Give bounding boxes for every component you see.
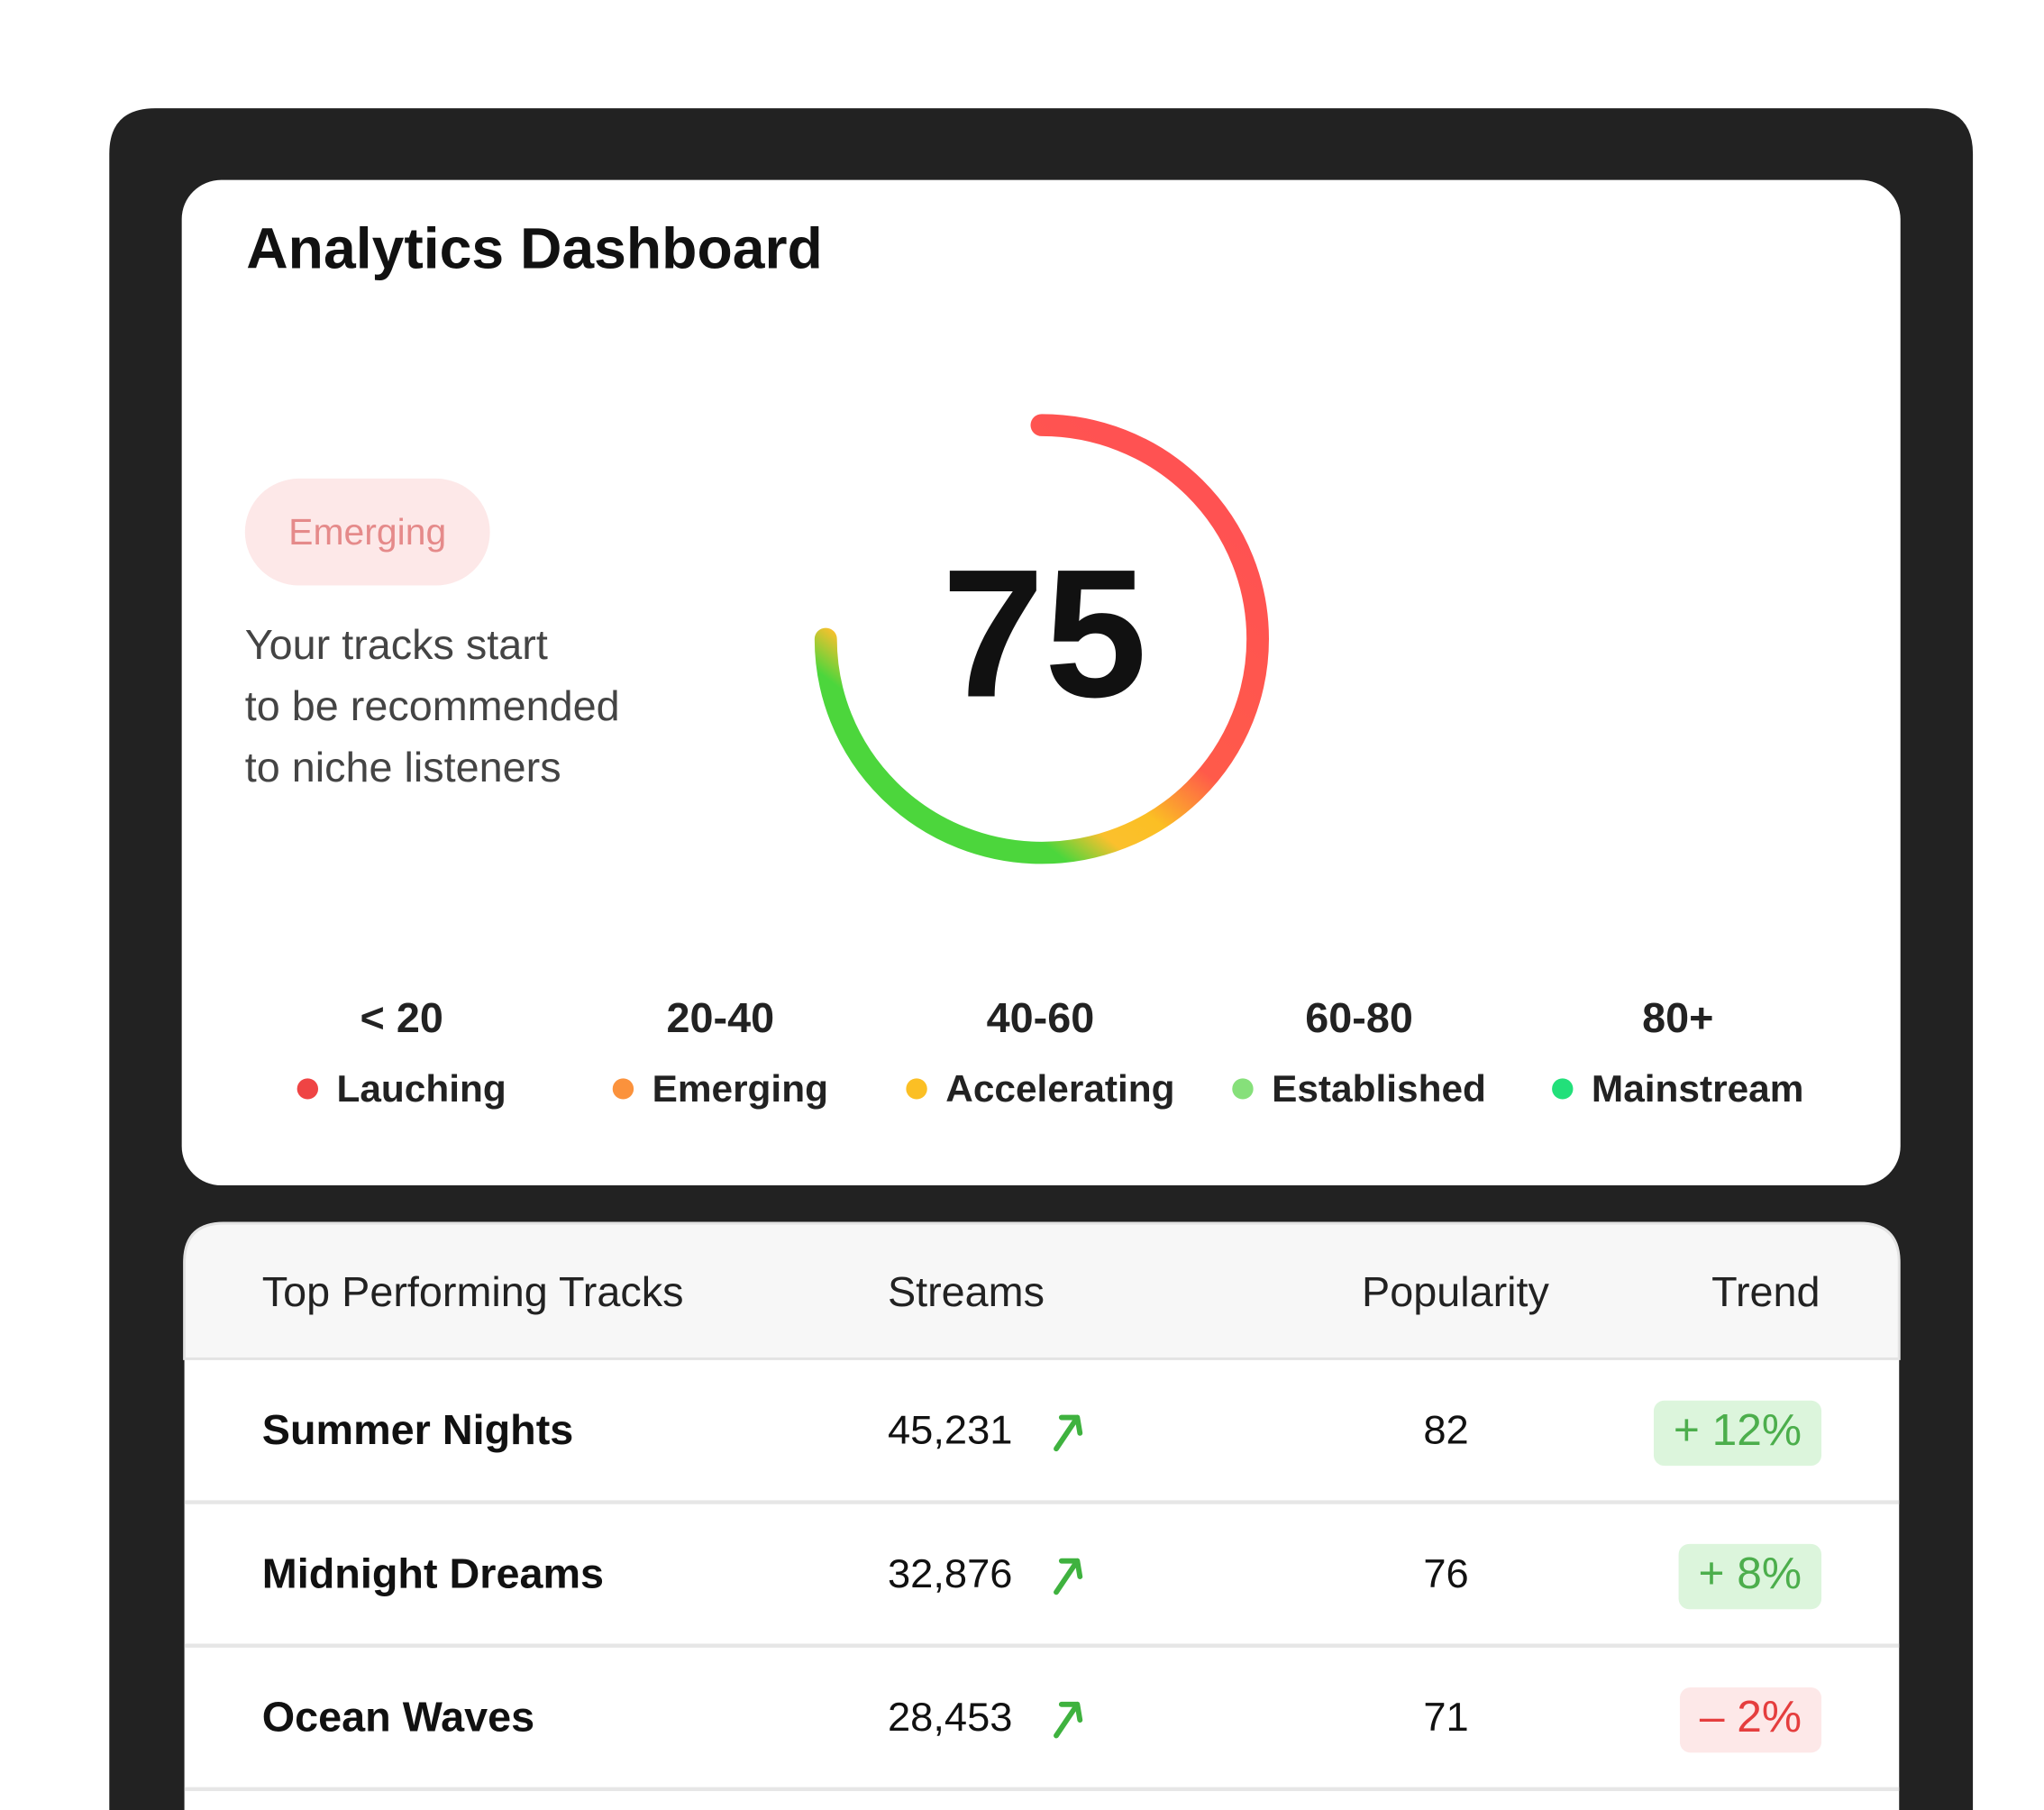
popularity: 76 <box>1423 1550 1468 1596</box>
legend-label: Accelerating <box>945 1067 1174 1110</box>
legend-dot <box>612 1078 634 1100</box>
legend-label: Emerging <box>652 1067 828 1110</box>
trend-pill <box>1678 1543 1822 1610</box>
legend-dot <box>906 1078 927 1100</box>
score-card <box>181 179 1901 1186</box>
status-description: to niche listeners <box>245 744 561 791</box>
legend-label: Lauching <box>336 1067 506 1110</box>
up-arrow <box>1054 1558 1083 1595</box>
legend-dot <box>1552 1078 1574 1100</box>
trend-pill <box>1679 1687 1822 1753</box>
gauge-value: 75 <box>942 532 1147 736</box>
streams: 45,231 <box>888 1407 1013 1453</box>
streams: 28,453 <box>888 1694 1013 1740</box>
legend: < 20 Lauching 20-40 Emerging 40-60 Accelerati… <box>297 994 1803 1110</box>
up-arrow <box>1054 1701 1083 1739</box>
trend: – 2% <box>1700 1692 1802 1741</box>
legend-label: Mainstream <box>1592 1067 1803 1110</box>
trend: + 12% <box>1674 1405 1802 1455</box>
legend-range: 20-40 <box>667 994 775 1041</box>
popularity: 82 <box>1423 1407 1468 1453</box>
status-description: to be recommended <box>245 682 620 729</box>
legend-range: 60-80 <box>1305 994 1413 1041</box>
track-name: Midnight Dreams <box>262 1549 604 1596</box>
status-badge <box>244 478 490 586</box>
table-header <box>183 1221 1901 1360</box>
table-header-cell: Trend <box>1711 1268 1820 1315</box>
streams: 32,876 <box>888 1550 1013 1596</box>
table: Top Performing Tracks Streams Popularity Tr… <box>184 1268 1900 1792</box>
legend-range: 40-60 <box>987 994 1095 1041</box>
track-name: Summer Nights <box>262 1406 573 1453</box>
legend-dot <box>1232 1078 1254 1100</box>
status-badge-label: Emerging <box>288 511 446 553</box>
table-card <box>184 1222 1900 1810</box>
legend-range: < 20 <box>360 994 443 1041</box>
track-name: Ocean Waves <box>262 1694 534 1741</box>
gauge <box>814 414 1269 864</box>
table-header-cell: Popularity <box>1362 1268 1550 1315</box>
table-header-cell: Top Performing Tracks <box>262 1268 684 1315</box>
trend: + 8% <box>1699 1549 1802 1598</box>
gauge-arc <box>814 414 1269 864</box>
legend-label: Established <box>1272 1067 1486 1110</box>
table-header-cell: Streams <box>888 1268 1045 1315</box>
title: Analytics Dashboard <box>246 216 823 281</box>
trend-pill <box>1653 1400 1822 1467</box>
legend-dot <box>297 1078 319 1100</box>
popularity: 71 <box>1423 1694 1468 1740</box>
status-description: Your tracks start <box>245 621 548 668</box>
legend-range: 80+ <box>1642 994 1713 1041</box>
up-arrow <box>1054 1414 1083 1452</box>
